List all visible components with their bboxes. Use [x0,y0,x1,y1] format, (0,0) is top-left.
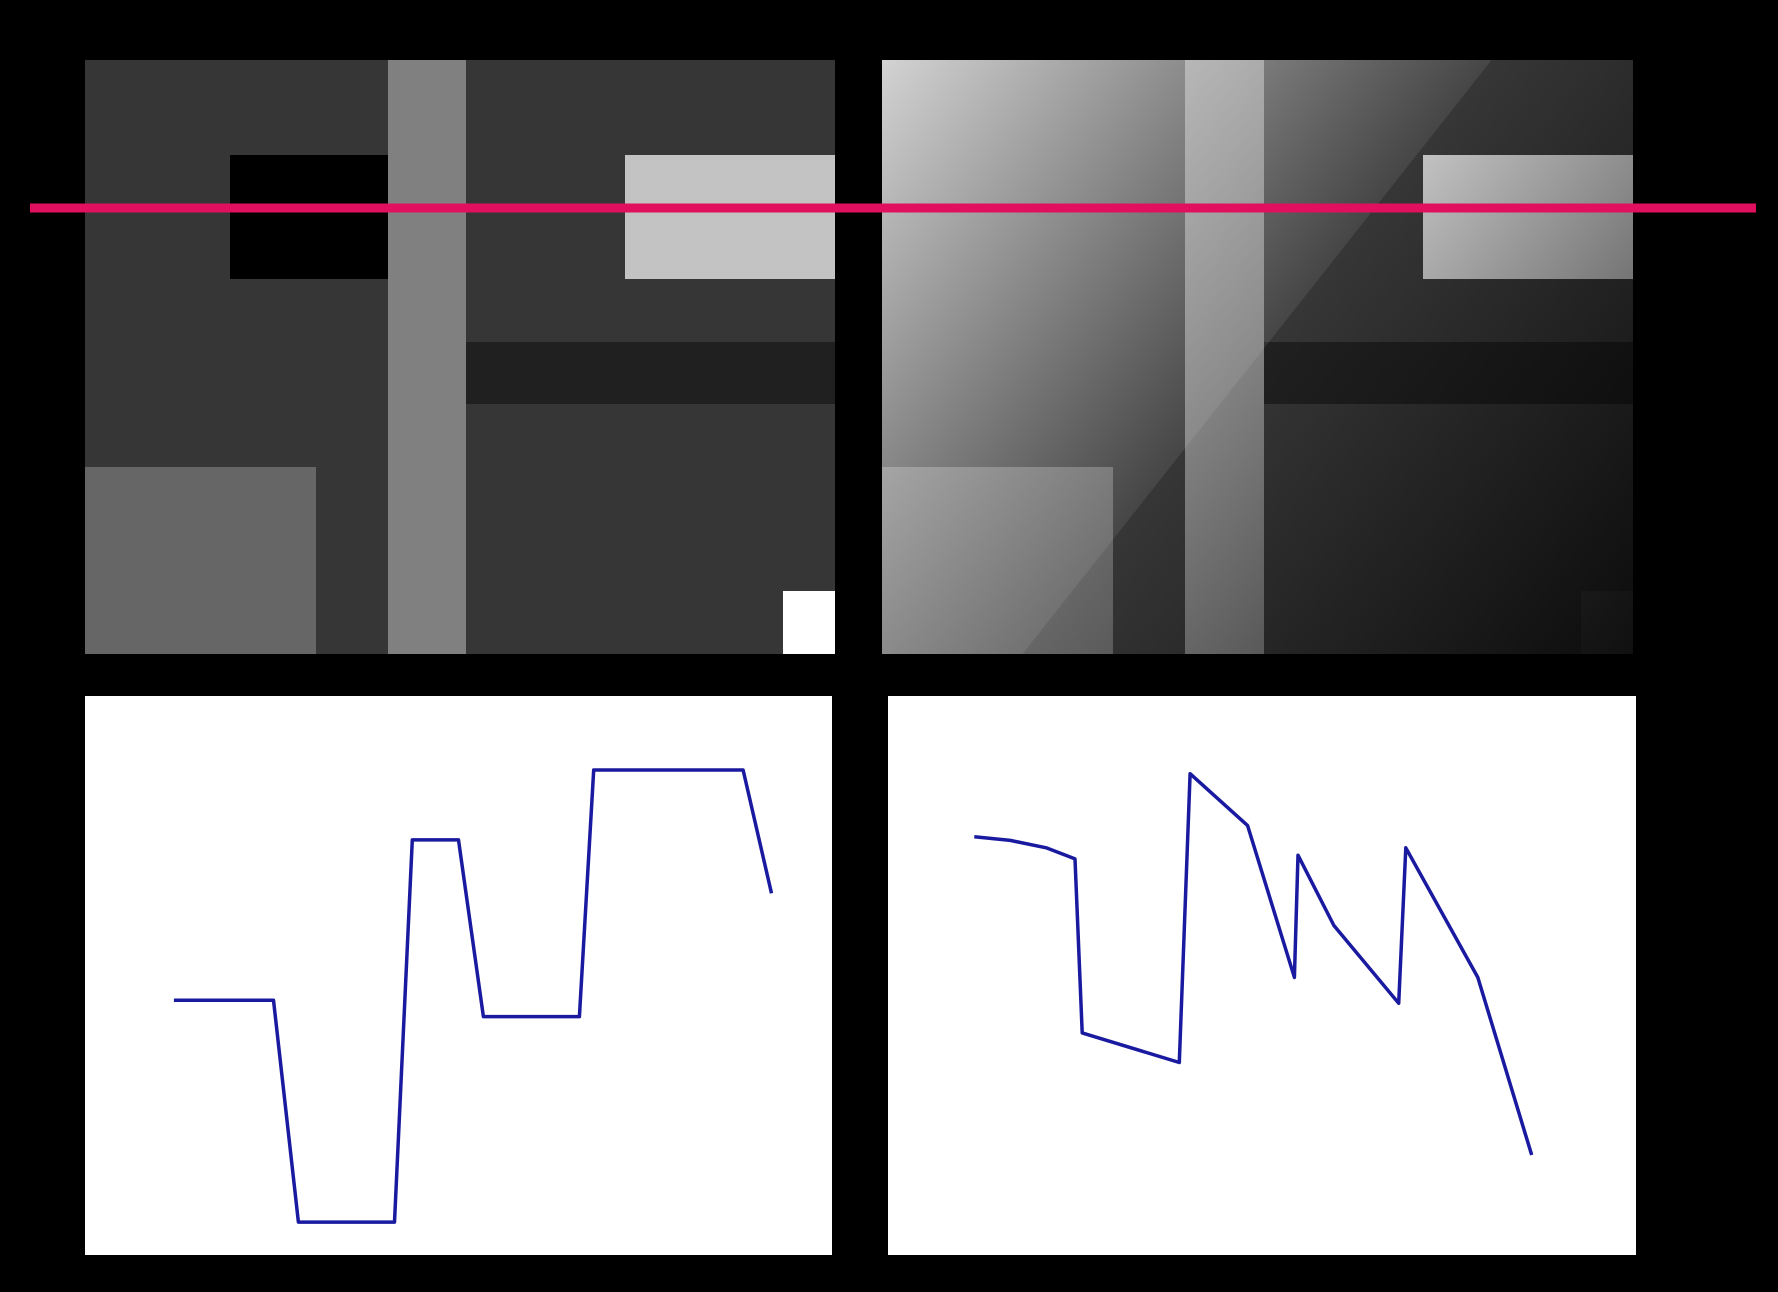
left-dark-horizontal-band [466,342,835,404]
right-profile-plot [888,696,1636,1255]
left-vertical-bar [388,60,466,654]
left-lower-left-block [85,467,316,654]
left-profile-plot [85,696,832,1255]
right-profile-plot-background [888,696,1636,1255]
left-profile-plot-background [85,696,832,1255]
right-illumination-gradient [882,60,1633,654]
left-image [85,60,835,654]
left-dark-square [230,155,388,279]
right-profile-series-line [974,771,1534,1156]
left-bright-rect [625,155,835,279]
right-image [882,60,1633,654]
left-profile-series-line [173,768,774,1224]
left-corner-square [783,591,835,654]
